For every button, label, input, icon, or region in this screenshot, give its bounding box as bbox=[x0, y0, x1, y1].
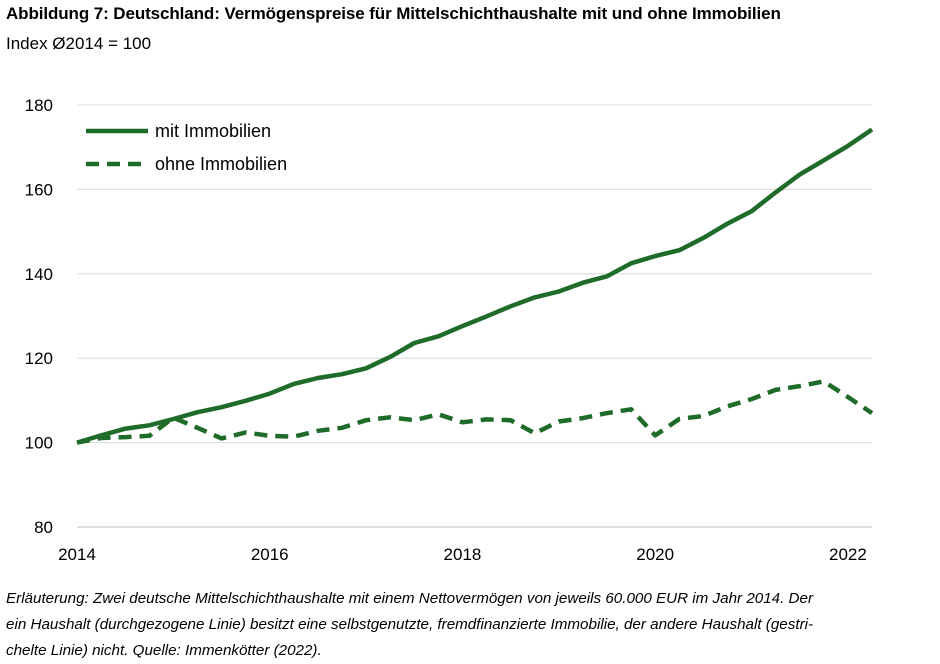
y-tick-180: 180 bbox=[25, 96, 53, 115]
legend: mit Immobilien ohne Immobilien bbox=[86, 121, 287, 174]
note-line-1: Erläuterung: Zwei deutsche Mittelschicht… bbox=[6, 590, 814, 607]
x-tick-2022: 2022 bbox=[829, 545, 867, 564]
x-axis-ticks: 2014 2016 2018 2020 2022 bbox=[58, 545, 867, 564]
gridlines bbox=[77, 104, 872, 528]
legend-label-ohne-immobilien: ohne Immobilien bbox=[155, 154, 287, 174]
series-lines bbox=[76, 127, 874, 445]
y-tick-140: 140 bbox=[25, 265, 53, 284]
y-tick-160: 160 bbox=[25, 180, 53, 199]
series-line-mit-immobilien bbox=[76, 127, 874, 445]
line-chart: 80 100 120 140 160 180 2014 2016 2018 2020 2022 m… bbox=[25, 96, 874, 564]
x-tick-2018: 2018 bbox=[444, 545, 482, 564]
x-tick-2020: 2020 bbox=[636, 545, 674, 564]
chart-title: Abbildung 7: Deutschland: Vermögenspreis… bbox=[6, 4, 781, 23]
x-tick-2014: 2014 bbox=[58, 545, 96, 564]
y-axis-ticks: 80 100 120 140 160 180 bbox=[25, 96, 53, 537]
note-line-2: ein Haushalt (durchgezogene Linie) besit… bbox=[6, 616, 814, 633]
chart-subtitle: Index Ø2014 = 100 bbox=[6, 34, 152, 53]
y-tick-120: 120 bbox=[25, 349, 53, 368]
x-tick-2016: 2016 bbox=[251, 545, 289, 564]
note-line-3: chelte Linie) nicht. Quelle: Immenkötter… bbox=[6, 642, 322, 659]
explanation-note: Erläuterung: Zwei deutsche Mittelschicht… bbox=[6, 586, 936, 664]
y-tick-100: 100 bbox=[25, 434, 53, 453]
legend-label-mit-immobilien: mit Immobilien bbox=[155, 121, 271, 141]
y-tick-80: 80 bbox=[34, 518, 53, 537]
series-line-ohne-immobilien bbox=[76, 379, 874, 445]
